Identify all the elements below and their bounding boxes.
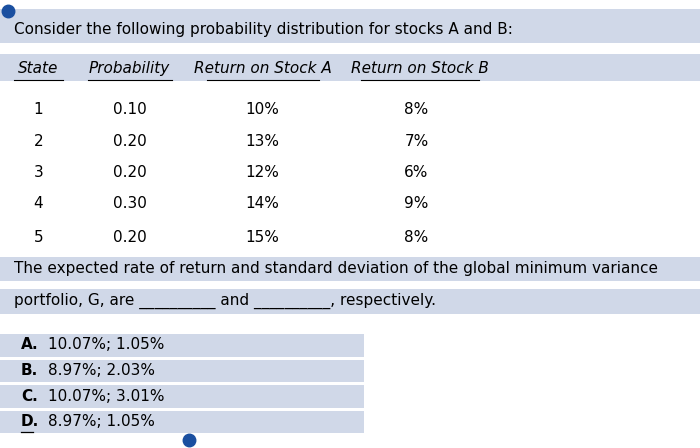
Text: Return on Stock B: Return on Stock B — [351, 60, 489, 76]
Text: B.: B. — [21, 363, 38, 378]
Text: Return on Stock A: Return on Stock A — [194, 60, 331, 76]
Text: 6%: 6% — [405, 165, 428, 180]
FancyBboxPatch shape — [0, 411, 364, 433]
Text: 0.20: 0.20 — [113, 165, 146, 180]
Text: C.: C. — [21, 388, 38, 404]
Text: 0.20: 0.20 — [113, 230, 146, 245]
Text: portfolio, G, are __________ and __________, respectively.: portfolio, G, are __________ and _______… — [14, 293, 436, 309]
Text: 14%: 14% — [246, 196, 279, 211]
FancyBboxPatch shape — [0, 257, 700, 281]
FancyBboxPatch shape — [0, 54, 700, 81]
Text: 8%: 8% — [405, 230, 428, 245]
Text: 1: 1 — [34, 102, 43, 117]
Text: Consider the following probability distribution for stocks A and B:: Consider the following probability distr… — [14, 22, 513, 37]
Text: 0.20: 0.20 — [113, 134, 146, 149]
FancyBboxPatch shape — [0, 385, 364, 408]
FancyBboxPatch shape — [0, 289, 700, 314]
Text: 5: 5 — [34, 230, 43, 245]
Text: 10.07%; 1.05%: 10.07%; 1.05% — [48, 337, 164, 353]
Text: Probability: Probability — [89, 60, 170, 76]
Text: 2: 2 — [34, 134, 43, 149]
Text: 9%: 9% — [405, 196, 428, 211]
Text: 3: 3 — [34, 165, 43, 180]
Text: 4: 4 — [34, 196, 43, 211]
Text: 7%: 7% — [405, 134, 428, 149]
Text: The expected rate of return and standard deviation of the global minimum varianc: The expected rate of return and standard… — [14, 261, 658, 276]
FancyBboxPatch shape — [0, 334, 364, 357]
Text: 0.30: 0.30 — [113, 196, 146, 211]
Text: 15%: 15% — [246, 230, 279, 245]
Text: 8.97%; 1.05%: 8.97%; 1.05% — [48, 414, 155, 429]
Text: 10.07%; 3.01%: 10.07%; 3.01% — [48, 388, 164, 404]
Text: 8.97%; 2.03%: 8.97%; 2.03% — [48, 363, 155, 378]
Text: 0.10: 0.10 — [113, 102, 146, 117]
Text: 13%: 13% — [246, 134, 279, 149]
Text: 12%: 12% — [246, 165, 279, 180]
Text: D.: D. — [21, 414, 39, 429]
Text: A.: A. — [21, 337, 38, 353]
FancyBboxPatch shape — [0, 9, 700, 43]
Text: 8%: 8% — [405, 102, 428, 117]
FancyBboxPatch shape — [0, 360, 364, 382]
Text: 10%: 10% — [246, 102, 279, 117]
Text: State: State — [18, 60, 59, 76]
